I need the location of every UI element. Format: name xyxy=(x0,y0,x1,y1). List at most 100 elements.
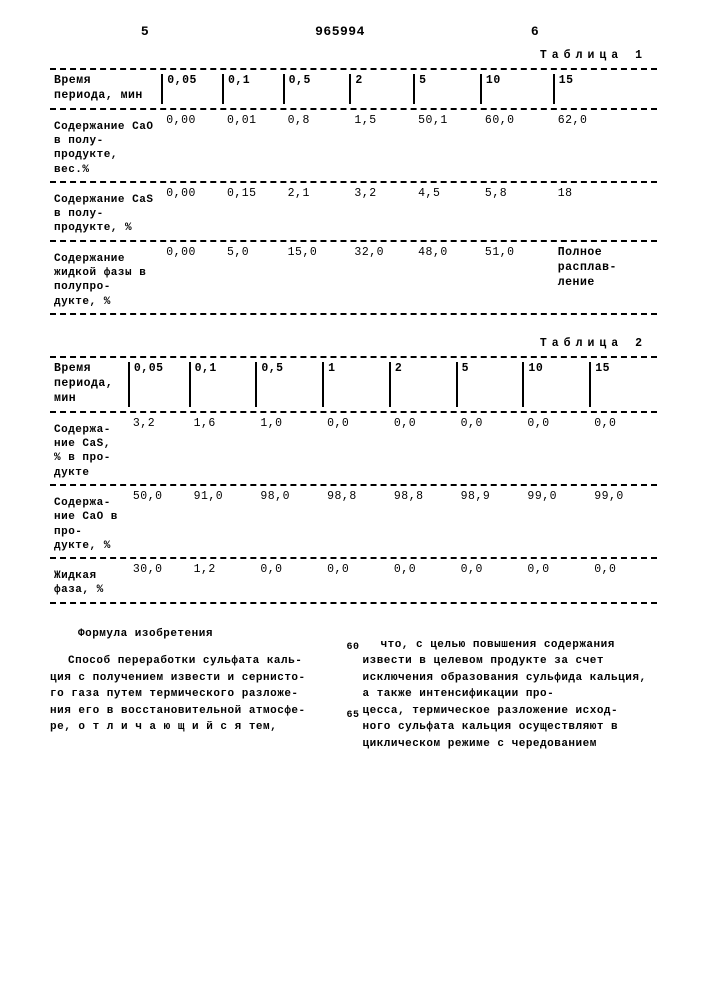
cell: 0,0 xyxy=(523,563,590,598)
table1-body: Содержание CaS в полу- продукте, % 0,00 … xyxy=(50,187,657,236)
cell: 15,0 xyxy=(284,246,351,309)
col-num-left: 5 xyxy=(50,24,240,41)
cell: 98,8 xyxy=(390,490,457,553)
cell: 1,0 xyxy=(256,417,323,480)
cell: 32,0 xyxy=(350,246,414,309)
table1-body: Содержание CaO в полу- продукте, вес.% 0… xyxy=(50,114,657,177)
claim-left-text: Способ переработки сульфата каль- ция с … xyxy=(50,653,345,736)
cell: 5,0 xyxy=(223,246,284,309)
row-label: Содержание жидкой фазы в полупро- дукте,… xyxy=(50,246,162,309)
cell: 99,0 xyxy=(590,490,657,553)
t1-col: 10 xyxy=(481,74,554,104)
cell: 0,0 xyxy=(523,417,590,480)
divider xyxy=(50,356,657,358)
divider xyxy=(50,108,657,110)
t1-col: 0,1 xyxy=(223,74,284,104)
t2-col: 0,05 xyxy=(129,362,190,407)
cell: 98,0 xyxy=(256,490,323,553)
row-label: Жидкая фаза, % xyxy=(50,563,129,598)
divider xyxy=(50,68,657,70)
cell: 99,0 xyxy=(523,490,590,553)
cell: 0,0 xyxy=(590,563,657,598)
cell: 5,8 xyxy=(481,187,554,236)
table1: Время периода, мин 0,05 0,1 0,5 2 5 10 1… xyxy=(50,74,657,104)
row-label: Содержание CaS в полу- продукте, % xyxy=(50,187,162,236)
table1-label: Таблица 1 xyxy=(50,49,647,64)
cell: 0,0 xyxy=(390,417,457,480)
line-marker-60: 60 xyxy=(347,640,360,655)
divider xyxy=(50,313,657,315)
cell: 0,00 xyxy=(162,246,223,309)
t1-col: 2 xyxy=(350,74,414,104)
t1-col: 0,5 xyxy=(284,74,351,104)
t1-head-label: Время периода, мин xyxy=(50,74,162,104)
cell: 51,0 xyxy=(481,246,554,309)
cell: 18 xyxy=(554,187,657,236)
claim-title: Формула изобретения xyxy=(78,626,345,643)
cell: 1,6 xyxy=(190,417,257,480)
table-row: Содержание жидкой фазы в полупро- дукте,… xyxy=(50,246,657,309)
cell: 0,0 xyxy=(457,563,524,598)
divider xyxy=(50,411,657,413)
patent-number: 965994 xyxy=(240,24,440,41)
cell: 0,15 xyxy=(223,187,284,236)
claim-right-text: что, с целью повышения содержания извест… xyxy=(363,637,658,753)
t2-col: 5 xyxy=(457,362,524,407)
cell: 1,2 xyxy=(190,563,257,598)
cell: 0,0 xyxy=(590,417,657,480)
table2-body: Содержа- ние CaO в про- дукте, % 50,0 91… xyxy=(50,490,657,553)
divider xyxy=(50,602,657,604)
claim-block: Формула изобретения Способ переработки с… xyxy=(50,626,657,764)
divider xyxy=(50,240,657,242)
row-label: Содержа- ние CaO в про- дукте, % xyxy=(50,490,129,553)
table1-body: Содержание жидкой фазы в полупро- дукте,… xyxy=(50,246,657,309)
line-marker-65: 65 xyxy=(347,708,360,723)
divider xyxy=(50,484,657,486)
table2-label: Таблица 2 xyxy=(50,337,647,352)
cell: 60,0 xyxy=(481,114,554,177)
table2-body: Жидкая фаза, % 30,0 1,2 0,0 0,0 0,0 0,0 … xyxy=(50,563,657,598)
cell: 0,0 xyxy=(390,563,457,598)
cell: 0,8 xyxy=(284,114,351,177)
t2-col: 10 xyxy=(523,362,590,407)
t1-col: 0,05 xyxy=(162,74,223,104)
cell: 0,01 xyxy=(223,114,284,177)
divider xyxy=(50,557,657,559)
cell: 3,2 xyxy=(350,187,414,236)
cell: 30,0 xyxy=(129,563,190,598)
cell: 1,5 xyxy=(350,114,414,177)
table-row: Содержание CaO в полу- продукте, вес.% 0… xyxy=(50,114,657,177)
t2-col: 15 xyxy=(590,362,657,407)
row-label: Содержание CaO в полу- продукте, вес.% xyxy=(50,114,162,177)
cell: 3,2 xyxy=(129,417,190,480)
table-row: Содержание CaS в полу- продукте, % 0,00 … xyxy=(50,187,657,236)
cell: 50,1 xyxy=(414,114,481,177)
cell: 0,00 xyxy=(162,114,223,177)
cell: 0,0 xyxy=(256,563,323,598)
cell: 0,0 xyxy=(457,417,524,480)
table-row: Содержа- ние CaO в про- дукте, % 50,0 91… xyxy=(50,490,657,553)
page-header: 5 965994 6 xyxy=(50,24,657,41)
table2: Время периода, мин 0,05 0,1 0,5 1 2 5 10… xyxy=(50,362,657,407)
cell: Полное расплав- ление xyxy=(554,246,657,309)
t2-col: 0,5 xyxy=(256,362,323,407)
cell: 4,5 xyxy=(414,187,481,236)
t2-col: 0,1 xyxy=(190,362,257,407)
t2-col: 2 xyxy=(390,362,457,407)
table-row: Содержа- ние CaS, % в про- дукте 3,2 1,6… xyxy=(50,417,657,480)
cell: 48,0 xyxy=(414,246,481,309)
t1-col: 15 xyxy=(554,74,657,104)
cell: 0,0 xyxy=(323,417,390,480)
cell: 0,0 xyxy=(323,563,390,598)
divider xyxy=(50,181,657,183)
t2-col: 1 xyxy=(323,362,390,407)
cell: 91,0 xyxy=(190,490,257,553)
cell: 62,0 xyxy=(554,114,657,177)
t2-head-label: Время периода, мин xyxy=(50,362,129,407)
cell: 98,9 xyxy=(457,490,524,553)
t1-col: 5 xyxy=(414,74,481,104)
cell: 50,0 xyxy=(129,490,190,553)
col-num-right: 6 xyxy=(440,24,630,41)
row-label: Содержа- ние CaS, % в про- дукте xyxy=(50,417,129,480)
table-row: Жидкая фаза, % 30,0 1,2 0,0 0,0 0,0 0,0 … xyxy=(50,563,657,598)
